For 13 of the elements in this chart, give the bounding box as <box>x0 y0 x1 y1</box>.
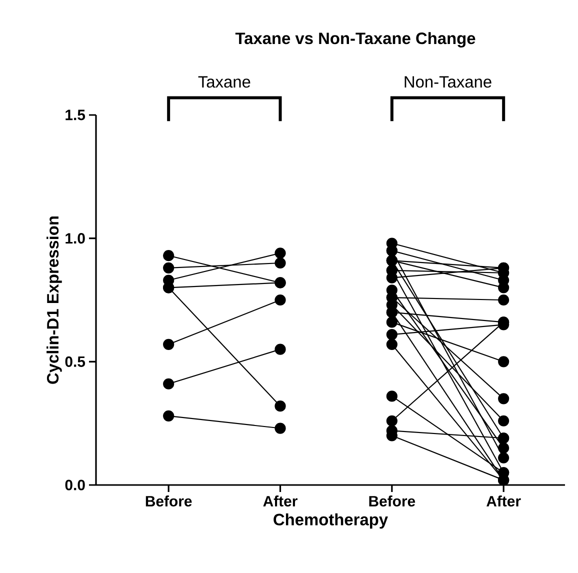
text: Taxane <box>198 76 250 88</box>
x-tick-label: After <box>486 496 521 506</box>
text: Non-Taxane <box>404 76 492 88</box>
x-tick-label: Before <box>369 496 416 506</box>
y-tick-label: 0.5 <box>65 356 86 367</box>
y-tick-label: 1.0 <box>66 233 85 244</box>
x-tick-label: After <box>263 496 298 506</box>
y-tick-label: 1.5 <box>66 110 86 120</box>
y-axis-title: Cyclin-D1 Expression <box>46 216 62 384</box>
x-axis-title: Chemotherapy <box>274 513 388 529</box>
x-tick-label: Before <box>146 496 192 506</box>
chart-title: Taxane vs Non-Taxane Change <box>235 32 476 48</box>
y-tick-label: 0.0 <box>65 480 85 490</box>
